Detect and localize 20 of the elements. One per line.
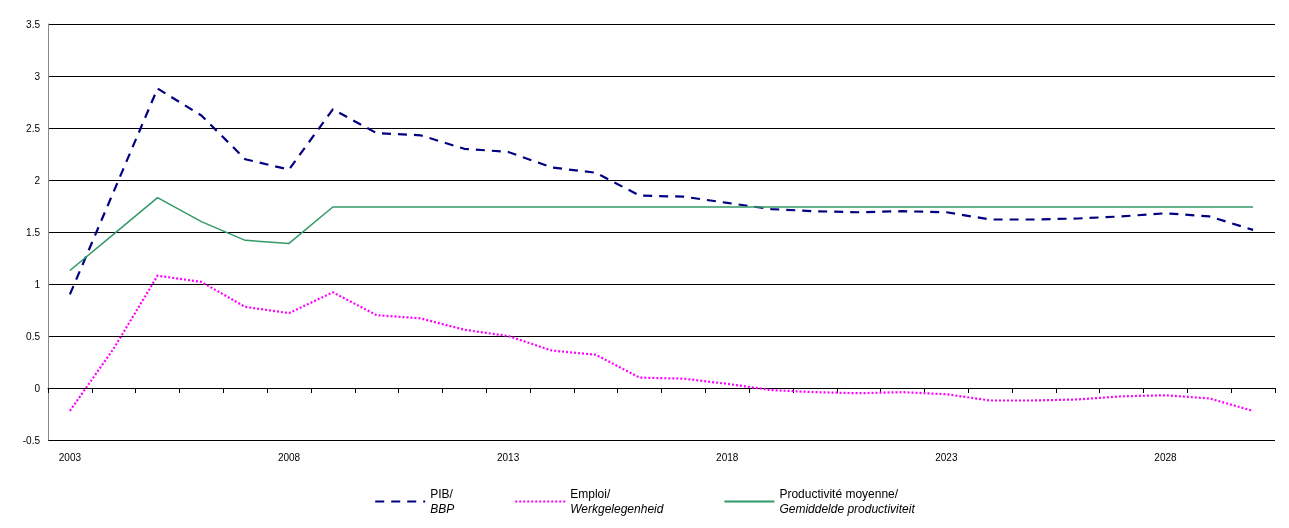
legend-label: Emploi/ Werkgelegenheid <box>570 487 664 516</box>
legend-label: Productivité moyenne/ Gemiddelde productiviteit <box>779 487 916 516</box>
y-tick-label: 3 <box>34 70 41 82</box>
y-tick-label: 3.5 <box>26 18 41 30</box>
x-tick-label: 2003 <box>58 451 82 463</box>
line-series <box>68 87 1255 296</box>
y-tick-label: -0.5 <box>22 434 41 446</box>
x-tick-label: 2013 <box>497 451 520 463</box>
y-tick-label: 1.5 <box>26 226 41 238</box>
x-tick-label: 2018 <box>716 451 739 463</box>
y-tick-label: 0.5 <box>26 330 41 342</box>
legend-label: PIB/ BBP <box>430 487 455 516</box>
x-tick-label: 2028 <box>1154 451 1178 463</box>
y-tick-label: 2 <box>34 174 41 186</box>
x-tick-label: 2008 <box>277 451 301 463</box>
y-tick-label: 1 <box>34 278 41 290</box>
y-tick-label: 0 <box>34 382 41 394</box>
line-series <box>69 196 1254 272</box>
y-tick-label: 2.5 <box>26 122 41 134</box>
x-tick-label: 2023 <box>935 451 958 463</box>
